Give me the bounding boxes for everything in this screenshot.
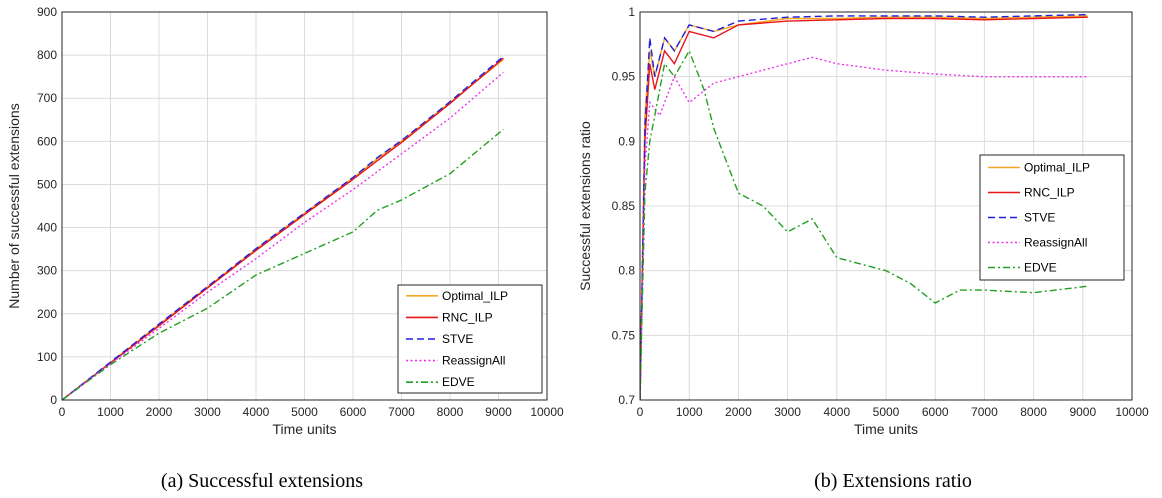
series-line-rnc-ilp (640, 16, 1088, 400)
x-tick-label: 7000 (388, 405, 415, 419)
y-tick-label: 100 (37, 350, 57, 364)
legend-entry: ReassignAll (442, 354, 505, 368)
x-tick-label: 2000 (725, 405, 752, 419)
caption-a: (a) Successful extensions (161, 470, 363, 492)
series-line-optimal-ilp (640, 15, 1088, 400)
y-tick-label: 0.75 (612, 328, 636, 342)
x-tick-label: 1000 (97, 405, 124, 419)
x-axis-label: Time units (854, 421, 918, 437)
y-tick-label: 200 (37, 307, 57, 321)
x-tick-label: 0 (59, 405, 66, 419)
y-tick-label: 0.9 (618, 134, 635, 148)
plot-extensions-ratio: 0 1000 2000 3000 4000 5000 6000 7000 8000 9000 100… (577, 5, 1149, 437)
y-tick-label: 1 (628, 5, 635, 19)
series-line-reassignall (62, 71, 504, 400)
legend-entry: STVE (1024, 211, 1055, 225)
legend-entry: EDVE (1024, 261, 1057, 275)
legend-entry: RNC_ILP (442, 310, 493, 324)
x-tick-label: 5000 (873, 405, 900, 419)
legend: Optimal_ILP RNC_ILP STVE ReassignAll EDVE (979, 154, 1125, 281)
legend-entry: EDVE (442, 375, 475, 389)
series-line-rnc-ilp (62, 57, 504, 400)
x-axis-label: Time units (272, 421, 336, 437)
legend-entry: RNC_ILP (1024, 186, 1075, 200)
x-tick-label: 3000 (194, 405, 221, 419)
x-tick-label: 9000 (1069, 405, 1096, 419)
x-tick-label: 10000 (530, 405, 564, 419)
x-tick-label: 8000 (1020, 405, 1047, 419)
y-tick-label: 0.8 (618, 264, 635, 278)
x-tick-label: 1000 (676, 405, 703, 419)
y-tick-label: 600 (37, 134, 57, 148)
y-tick-label: 300 (37, 264, 57, 278)
x-tick-label: 7000 (971, 405, 998, 419)
x-tick-label: 9000 (485, 405, 512, 419)
y-tick-label: 0.85 (612, 199, 636, 213)
caption-b: (b) Extensions ratio (814, 470, 972, 492)
series-line-edve (640, 49, 1088, 400)
y-axis-label: Successful extensions ratio (577, 121, 593, 291)
legend-entry: STVE (442, 332, 473, 346)
y-tick-label: 0 (50, 393, 57, 407)
x-tick-label: 6000 (922, 405, 949, 419)
legend: Optimal_ILP RNC_ILP STVE ReassignAll EDVE (397, 284, 543, 394)
x-tick-label: 4000 (823, 405, 850, 419)
plot-successful-extensions: 0 1000 2000 3000 4000 5000 6000 7000 8000 9000 100… (6, 5, 564, 437)
y-axis-label: Number of successful extensions (6, 103, 22, 308)
x-tick-label: 8000 (437, 405, 464, 419)
y-tick-label: 0.95 (612, 70, 636, 84)
y-tick-label: 700 (37, 91, 57, 105)
legend-entry: ReassignAll (1024, 236, 1087, 250)
x-tick-label: 6000 (340, 405, 367, 419)
x-tick-label: 10000 (1115, 405, 1149, 419)
series-line-stve (62, 55, 504, 400)
axes-frame (61, 11, 548, 401)
y-tick-label: 400 (37, 221, 57, 235)
legend-entry: Optimal_ILP (1024, 161, 1090, 175)
x-tick-label: 5000 (291, 405, 318, 419)
x-tick-label: 0 (637, 405, 644, 419)
x-tick-label: 3000 (774, 405, 801, 419)
y-tick-label: 800 (37, 48, 57, 62)
legend-entry: Optimal_ILP (442, 289, 508, 303)
x-tick-label: 2000 (146, 405, 173, 419)
x-tick-label: 4000 (243, 405, 270, 419)
axes-frame (639, 11, 1133, 401)
y-tick-label: 0.7 (618, 393, 635, 407)
y-tick-label: 500 (37, 177, 57, 191)
y-tick-label: 900 (37, 5, 57, 19)
series-line-stve (640, 13, 1088, 400)
